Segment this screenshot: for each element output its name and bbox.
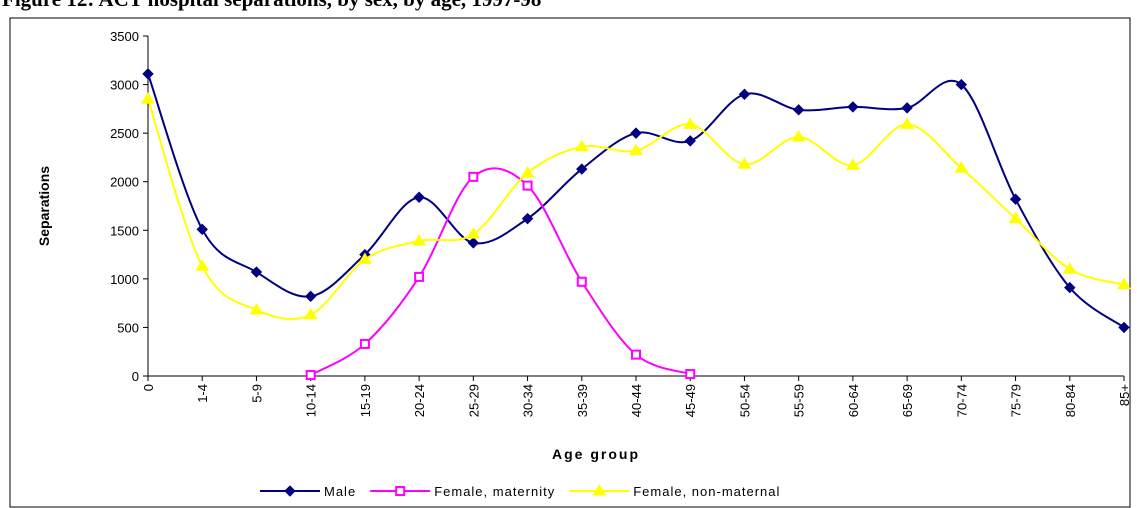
data-point [631, 349, 641, 360]
data-point [847, 101, 859, 113]
data-point [901, 102, 913, 114]
x-tick-label: 60-64 [846, 384, 861, 417]
y-tick-label: 1000 [110, 272, 139, 287]
data-point [1008, 211, 1023, 224]
x-tick-label: 30-34 [521, 384, 536, 417]
data-point [196, 223, 208, 236]
data-point [358, 252, 372, 264]
x-tick-label: 15-19 [358, 384, 373, 417]
x-tick-label: 5-9 [249, 384, 264, 403]
data-point [520, 165, 535, 178]
series-line [310, 167, 691, 376]
x-tick-label: 25-29 [466, 384, 481, 417]
y-tick-label: 3500 [110, 29, 139, 44]
x-tick-label: 75-79 [1009, 384, 1024, 417]
data-point [412, 233, 426, 246]
data-point [576, 163, 588, 175]
data-point [467, 237, 480, 249]
x-tick-label: 70-74 [954, 384, 969, 417]
data-point [468, 171, 479, 182]
data-point [684, 135, 696, 147]
data-point [1009, 193, 1022, 205]
data-point [522, 180, 533, 191]
y-axis-title: Separations [36, 166, 52, 246]
data-point [1117, 277, 1131, 290]
x-axis-title: Age group [552, 446, 640, 462]
legend-marker [395, 486, 406, 496]
x-tick-label: 55-59 [792, 384, 807, 417]
data-point [574, 139, 589, 152]
x-tick-label: 65-69 [900, 384, 915, 417]
data-point [846, 158, 860, 170]
x-tick-label: 50-54 [737, 384, 752, 417]
data-point [414, 271, 425, 282]
x-tick-label: 20-24 [412, 384, 427, 417]
data-point [413, 191, 425, 203]
data-point [629, 143, 643, 156]
x-tick-label: 0 [141, 384, 156, 391]
chart-title: Figure 12: ACT hospital separations, by … [2, 0, 541, 11]
data-point [195, 259, 210, 271]
data-point [685, 369, 696, 380]
x-tick-label: 40-44 [629, 384, 644, 417]
data-point [304, 290, 317, 303]
x-tick-label: 85+ [1117, 384, 1132, 406]
x-tick-label: 10-14 [304, 384, 319, 417]
data-point [738, 88, 751, 100]
x-tick-label: 1-4 [195, 384, 210, 403]
data-point [1118, 321, 1130, 334]
series-line [147, 73, 1125, 329]
data-point [521, 212, 534, 225]
data-point [250, 266, 263, 278]
data-point [305, 370, 316, 381]
data-point [792, 104, 805, 116]
data-point [954, 161, 969, 173]
data-point [1064, 281, 1076, 294]
data-point [466, 227, 481, 239]
y-tick-label: 0 [132, 369, 139, 384]
data-point [141, 92, 155, 104]
x-tick-label: 45-49 [683, 384, 698, 417]
x-tick-label: 80-84 [1063, 384, 1078, 417]
x-tick-label: 35-39 [575, 384, 590, 417]
data-point [630, 127, 642, 139]
y-tick-label: 2500 [110, 126, 139, 141]
data-point [142, 68, 154, 80]
y-tick-label: 3000 [110, 78, 139, 93]
legend-label: Male [324, 484, 356, 499]
data-point [576, 276, 587, 287]
data-point [791, 130, 806, 142]
data-point [683, 117, 698, 129]
y-tick-label: 1500 [110, 223, 139, 238]
data-point [900, 117, 914, 129]
y-tick-label: 2000 [110, 175, 139, 190]
data-point [359, 338, 370, 349]
legend-marker [592, 484, 607, 496]
y-tick-label: 500 [117, 320, 139, 335]
data-point [737, 157, 752, 169]
data-point [303, 307, 318, 320]
legend-marker [284, 485, 296, 497]
legend-label: Female, non-maternal [633, 484, 780, 499]
data-point [1062, 262, 1077, 274]
legend-label: Female, maternity [434, 484, 555, 499]
data-point [249, 302, 264, 315]
chart-border [9, 17, 1131, 508]
data-point [955, 78, 968, 91]
